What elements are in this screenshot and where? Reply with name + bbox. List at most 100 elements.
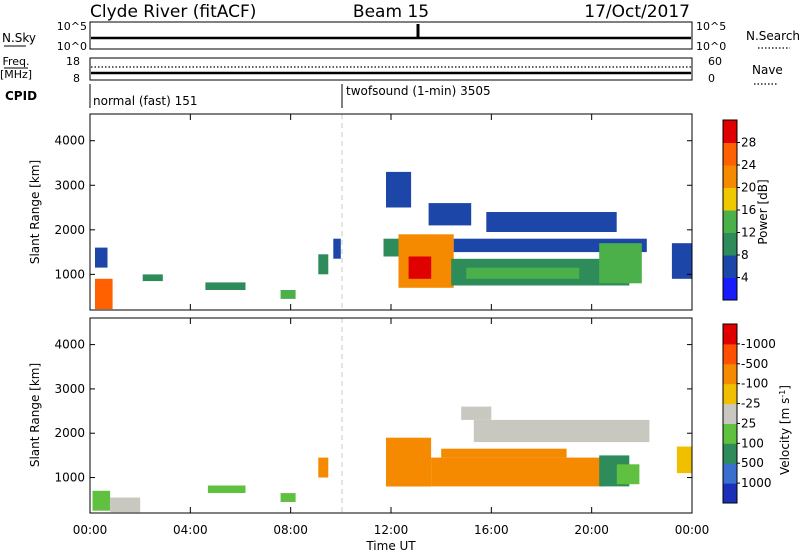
power-ytick-label: 4000	[54, 134, 85, 148]
time-tick-label: 00:00	[675, 523, 710, 537]
power-echo-region-10	[408, 256, 432, 279]
velocity-colorbar-band	[723, 483, 737, 504]
power-echo-region-1	[95, 278, 113, 310]
nsky-panel: N.Sky 10^5 10^0 10^5 10^0 N.Search	[2, 20, 800, 53]
nsky-label: N.Sky	[2, 31, 36, 45]
velocity-colorbar-band	[723, 324, 737, 345]
velocity-echo-region-10	[461, 406, 492, 420]
velocity-data-layer	[92, 406, 692, 513]
power-colorbar-band	[723, 255, 737, 278]
velocity-colorbar-band	[723, 423, 737, 444]
nave-label: Nave	[752, 63, 783, 77]
nsearch-tick-bottom: 10^0	[696, 40, 726, 53]
velocity-ytick-label: 2000	[54, 426, 85, 440]
velocity-echo-region-1	[92, 490, 111, 511]
power-colorbar-band	[723, 232, 737, 256]
beam-title: Beam 15	[353, 2, 429, 22]
time-axis: 00:00 04:00 08:00 12:00 16:00 20:00 00:00	[73, 114, 710, 537]
power-echo-region-15	[428, 203, 472, 226]
time-tick-label: 08:00	[273, 523, 308, 537]
time-tick-label: 00:00	[73, 523, 108, 537]
velocity-y-axis: 1000 2000 3000 4000	[54, 338, 692, 485]
velocity-colorbar-tick-label: 1000	[741, 476, 772, 490]
nsearch-tick-top: 10^5	[696, 20, 726, 33]
nave-tick-bottom: 0	[708, 72, 715, 85]
power-echo-region-6	[318, 254, 329, 275]
power-colorbar-band	[723, 165, 737, 188]
time-axis-label: Time UT	[365, 539, 416, 553]
power-echo-region-7	[333, 238, 341, 259]
velocity-echo-region-13	[676, 446, 692, 474]
power-echo-region-3	[142, 274, 163, 282]
velocity-colorbar-band	[723, 403, 737, 424]
power-echo-region-2	[95, 247, 108, 268]
velocity-colorbar-tick-label: -25	[741, 397, 761, 411]
power-y-axis: 1000 2000 3000 4000	[54, 134, 692, 281]
cpid-row: CPID normal (fast) 151 twofsound (1-min)…	[5, 84, 491, 108]
velocity-echo-region-12	[616, 464, 640, 485]
date-title: 17/Oct/2017	[584, 2, 690, 22]
velocity-ytick-label: 3000	[54, 382, 85, 396]
power-ytick-label: 3000	[54, 178, 85, 192]
velocity-echo-region-9	[473, 419, 650, 443]
power-colorbar-band	[723, 277, 737, 301]
power-echo-region-12	[466, 267, 580, 279]
velocity-colorbar-tick-label: -500	[741, 357, 768, 371]
freq-tick-top: 18	[66, 55, 80, 68]
power-ylabel: Slant Range [km]	[28, 160, 42, 264]
nsky-frame	[89, 21, 693, 50]
velocity-echo-region-6	[386, 437, 432, 487]
nsky-tick-top: 10^5	[57, 20, 87, 33]
velocity-echo-region-4	[280, 493, 296, 502]
power-ytick-label: 1000	[54, 267, 85, 281]
nsky-tick-bottom: 10^0	[57, 40, 87, 53]
power-colorbar-tick-label: 16	[741, 203, 756, 217]
freq-frame	[89, 57, 693, 81]
cpid-segment-2: twofsound (1-min) 3505	[346, 84, 491, 98]
cpid-segment-1: normal (fast) 151	[93, 94, 197, 108]
velocity-echo-region-2	[110, 497, 141, 513]
time-tick-label: 20:00	[574, 523, 609, 537]
power-echo-region-5	[280, 290, 296, 299]
velocity-colorbar-band	[723, 383, 737, 405]
power-colorbar-tick-label: 4	[741, 271, 749, 285]
velocity-colorbar-tick-label: 25	[741, 416, 756, 430]
nave-tick-top: 60	[708, 55, 722, 68]
power-ytick-label: 2000	[54, 223, 85, 237]
station-title: Clyde River (fitACF)	[90, 2, 256, 22]
power-colorbar-label: Power [dB]	[756, 179, 770, 244]
velocity-ylabel: Slant Range [km]	[28, 363, 42, 467]
time-tick-label: 04:00	[173, 523, 208, 537]
nsearch-label: N.Search	[746, 29, 800, 43]
velocity-colorbar: 1000 500 100 25 -25 -100 -500 -1000	[722, 323, 776, 504]
power-colorbar-band	[723, 142, 737, 166]
power-colorbar-band	[723, 210, 737, 233]
velocity-ytick-label: 1000	[54, 471, 85, 485]
power-data-layer	[95, 171, 692, 310]
freq-tick-bottom: 8	[73, 72, 80, 85]
power-echo-region-18	[386, 171, 412, 208]
power-panel: 1000 2000 3000 4000 Slant Range [km] 4 8 12 16…	[28, 113, 770, 311]
velocity-colorbar-label: Velocity [m s-1]	[778, 385, 792, 475]
power-echo-region-8	[383, 238, 399, 257]
velocity-echo-region-7	[431, 457, 605, 487]
power-colorbar-tick-label: 28	[741, 136, 756, 150]
cpid-label: CPID	[5, 89, 37, 103]
power-colorbar-band	[723, 120, 737, 143]
velocity-echo-region-8	[441, 448, 567, 458]
velocity-colorbar-band	[723, 463, 737, 484]
velocity-colorbar-band	[723, 443, 737, 464]
time-tick-label: 16:00	[474, 523, 509, 537]
velocity-colorbar-tick-label: -100	[741, 377, 768, 391]
freq-label-line2: [MHz]	[0, 68, 32, 81]
power-echo-region-14	[486, 212, 617, 232]
power-echo-region-4	[205, 282, 246, 290]
velocity-ytick-label: 4000	[54, 338, 85, 352]
velocity-echo-region-5	[318, 457, 329, 478]
velocity-colorbar-tick-label: 100	[741, 436, 764, 450]
power-colorbar: 4 8 12 16 20 24 28	[722, 119, 756, 301]
power-colorbar-tick-label: 12	[741, 226, 756, 240]
velocity-echo-region-3	[207, 485, 246, 493]
velocity-colorbar-band	[723, 343, 737, 365]
velocity-colorbar-tick-label: -1000	[741, 337, 776, 351]
